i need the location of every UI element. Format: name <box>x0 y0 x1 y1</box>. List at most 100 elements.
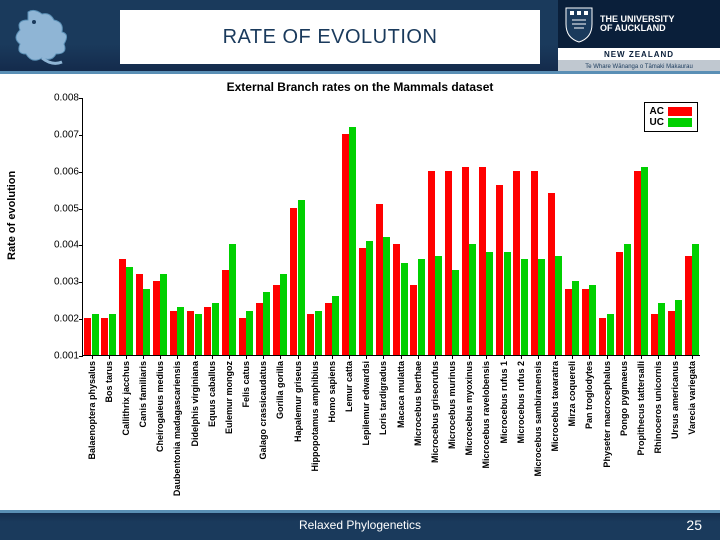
x-tick-mark <box>504 355 505 359</box>
x-tick-mark <box>298 355 299 359</box>
bar <box>143 289 150 355</box>
y-tick-mark <box>79 319 83 320</box>
footer-label: Relaxed Phylogenetics <box>299 518 421 532</box>
bar <box>435 256 442 356</box>
bar <box>641 167 648 355</box>
slide-header: RATE OF EVOLUTION THE UNIVERSITY OF AUCK… <box>0 0 720 74</box>
page-number: 25 <box>686 517 702 533</box>
x-tick-label: Bos tarus <box>104 361 114 403</box>
bar <box>668 311 675 355</box>
bar <box>513 171 520 355</box>
x-tick-label: Propithecus tattersalli <box>636 361 646 456</box>
title-box: RATE OF EVOLUTION <box>120 10 540 64</box>
x-tick-label: Pongo pygmaeus <box>619 361 629 436</box>
y-tick-mark <box>79 282 83 283</box>
footer-accent-line <box>0 510 720 513</box>
slide-footer: Relaxed Phylogenetics 25 <box>0 510 720 540</box>
bar <box>555 256 562 356</box>
x-tick-label: Homo sapiens <box>327 361 337 423</box>
bar <box>469 244 476 355</box>
uni-name-l2: OF AUCKLAND <box>600 24 675 33</box>
x-tick-label: Lemur catta <box>344 361 354 412</box>
university-country: NEW ZEALAND <box>558 48 720 60</box>
x-tick-label: Rhinoceros unicornis <box>653 361 663 454</box>
x-tick-mark <box>212 355 213 359</box>
x-tick-label: Microcebus rufus 2 <box>516 361 526 444</box>
x-tick-label: Microcebus rufus 1 <box>499 361 509 444</box>
x-tick-label: Loris tardigradus <box>378 361 388 435</box>
x-tick-mark <box>349 355 350 359</box>
x-tick-label: Canis familiaris <box>138 361 148 428</box>
x-tick-mark <box>92 355 93 359</box>
x-tick-label: Callithrix jacchus <box>121 361 131 436</box>
x-tick-mark <box>538 355 539 359</box>
x-tick-label: Microcebus sambiranensis <box>533 361 543 477</box>
lizard-logo <box>8 4 78 68</box>
x-tick-mark <box>624 355 625 359</box>
bar <box>445 171 452 355</box>
bar <box>290 208 297 355</box>
x-tick-mark <box>246 355 247 359</box>
bar <box>92 314 99 355</box>
bar <box>239 318 246 355</box>
x-tick-mark <box>263 355 264 359</box>
y-tick-mark <box>79 172 83 173</box>
bar <box>280 274 287 355</box>
x-tick-mark <box>589 355 590 359</box>
legend-swatch-ac <box>668 107 692 116</box>
x-tick-label: Felis catus <box>241 361 251 408</box>
x-tick-label: Microcebus berthae <box>413 361 423 446</box>
x-tick-label: Galago crassicaudatus <box>258 361 268 460</box>
x-tick-mark <box>280 355 281 359</box>
x-tick-mark <box>641 355 642 359</box>
slide-title: RATE OF EVOLUTION <box>223 26 438 49</box>
bar <box>222 270 229 355</box>
bar <box>376 204 383 355</box>
x-tick-mark <box>607 355 608 359</box>
bar <box>651 314 658 355</box>
legend-row: AC <box>650 106 692 117</box>
bar <box>479 167 486 355</box>
x-tick-mark <box>366 355 367 359</box>
x-tick-label: Ursus americanus <box>670 361 680 439</box>
x-tick-label: Pan troglodytes <box>584 361 594 429</box>
bar <box>685 256 692 356</box>
x-tick-label: Eulemur mongoz <box>224 361 234 434</box>
bar <box>599 318 606 355</box>
bar <box>263 292 270 355</box>
x-tick-mark <box>675 355 676 359</box>
bar <box>229 244 236 355</box>
x-tick-label: Balaenoptera physalus <box>87 361 97 460</box>
x-tick-label: Physeter macrocephalus <box>602 361 612 468</box>
x-tick-label: Microcebus myoxinus <box>464 361 474 456</box>
bar <box>486 252 493 355</box>
bar <box>256 303 263 355</box>
bar <box>496 185 503 355</box>
university-name: THE UNIVERSITY OF AUCKLAND <box>600 15 675 34</box>
y-tick-mark <box>79 356 83 357</box>
x-tick-mark <box>229 355 230 359</box>
bar <box>607 314 614 355</box>
x-tick-mark <box>658 355 659 359</box>
x-tick-label: Hippopotamus amphibius <box>310 361 320 472</box>
bar <box>153 281 160 355</box>
bar <box>136 274 143 355</box>
x-tick-label: Daubentonia madagascariensis <box>172 361 182 496</box>
bar <box>204 307 211 355</box>
bar <box>307 314 314 355</box>
bar <box>462 167 469 355</box>
bar <box>298 200 305 355</box>
bar <box>109 314 116 355</box>
y-tick-mark <box>79 98 83 99</box>
bar <box>332 296 339 355</box>
bar <box>634 171 641 355</box>
x-tick-label: Microcebus griseorufus <box>430 361 440 463</box>
x-tick-mark <box>315 355 316 359</box>
bar <box>428 171 435 355</box>
bar <box>84 318 91 355</box>
bar <box>393 244 400 355</box>
bar <box>504 252 511 355</box>
legend-row: UC <box>650 117 692 128</box>
bar <box>126 267 133 355</box>
x-tick-mark <box>521 355 522 359</box>
